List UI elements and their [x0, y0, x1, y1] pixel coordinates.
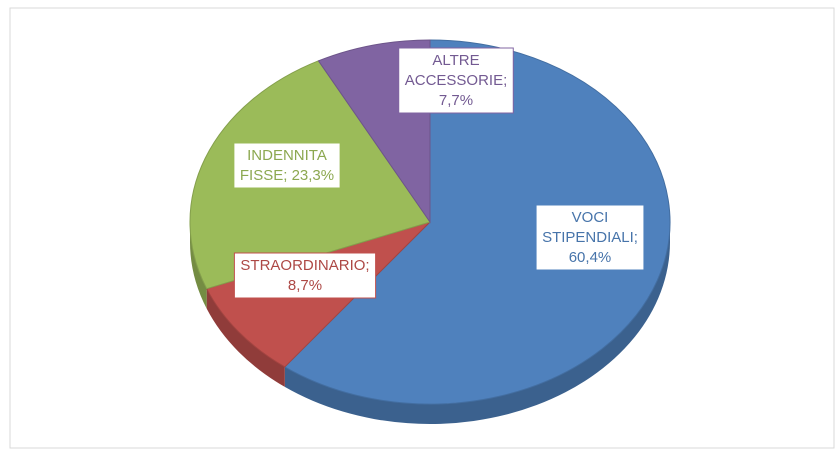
data-label: INDENNITA FISSE; 23,3%: [233, 142, 341, 189]
slice: [284, 39, 671, 405]
slice-side: [190, 222, 207, 309]
data-label-box: [535, 204, 645, 271]
data-label-box: [233, 252, 377, 299]
data-label-box: [398, 47, 514, 114]
data-label: VOCI STIPENDIALI; 60,4%: [535, 204, 645, 271]
data-label-text: STRAORDINARIO; 8,7%: [240, 257, 369, 294]
data-label-text: VOCI STIPENDIALI; 60,4%: [542, 209, 638, 266]
slice-side: [284, 222, 670, 425]
data-label: STRAORDINARIO; 8,7%: [233, 252, 377, 299]
data-label-text: ALTRE ACCESSORIE; 7,7%: [405, 52, 508, 109]
data-label-text: INDENNITA FISSE; 23,3%: [240, 147, 334, 184]
data-label: ALTRE ACCESSORIE; 7,7%: [398, 47, 514, 114]
data-label-box: [233, 142, 341, 189]
slice-side: [206, 288, 285, 387]
